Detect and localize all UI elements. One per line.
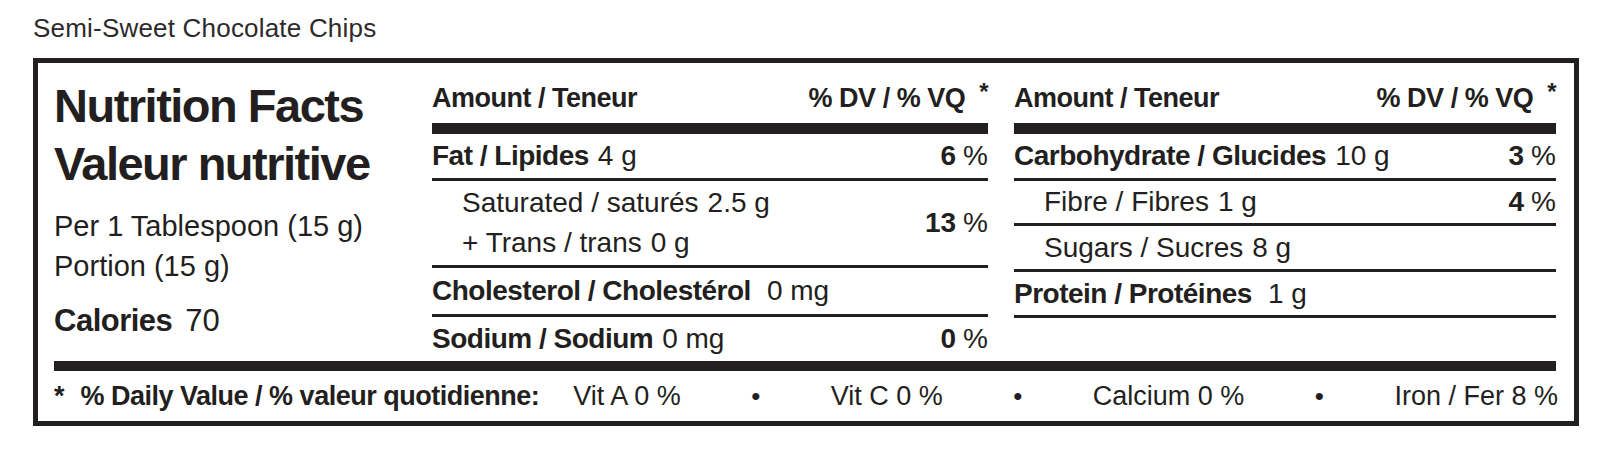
carbohydrate-amount: 10 g bbox=[1335, 140, 1390, 171]
nutrition-main-area: Nutrition Facts Valeur nutritive Per 1 T… bbox=[38, 63, 1574, 361]
nutrient-row-sugars: Sugars / Sucres 8 g bbox=[1014, 226, 1556, 272]
fat-dv: 6% bbox=[941, 140, 988, 172]
nutrient-row-sodium: Sodium / Sodium 0 mg 0% bbox=[432, 317, 988, 361]
sugars-label: Sugars / Sucres bbox=[1044, 232, 1243, 263]
column-header: Amount / Teneur % DV / % VQ* bbox=[1014, 63, 1556, 123]
cholesterol-label: Cholesterol / Cholestérol bbox=[432, 275, 751, 306]
protein-label: Protein / Protéines bbox=[1014, 278, 1252, 309]
fat-amount: 4 g bbox=[598, 140, 637, 171]
column-gap bbox=[988, 63, 1014, 361]
trans-amount: 0 g bbox=[651, 227, 690, 258]
nutrient-row-protein: Protein / Protéines 1 g bbox=[1014, 272, 1556, 318]
saturated-amount: 2.5 g bbox=[708, 187, 770, 218]
product-title: Semi-Sweet Chocolate Chips bbox=[33, 13, 376, 44]
footnote-row: * % Daily Value / % valeur quotidienne: … bbox=[38, 371, 1574, 421]
footnote-label: % Daily Value / % valeur quotidienne: bbox=[81, 381, 540, 412]
nutrient-row-fat: Fat / Lipides 4 g 6% bbox=[432, 134, 988, 181]
fibre-label: Fibre / Fibres bbox=[1044, 186, 1209, 217]
serving-size-fr: Portion (15 g) bbox=[54, 246, 432, 286]
calories-row: Calories 70 bbox=[54, 303, 432, 339]
panel-title: Nutrition Facts Valeur nutritive bbox=[54, 77, 432, 193]
sodium-label: Sodium / Sodium bbox=[432, 323, 653, 354]
footnote-item-vit-c: Vit C 0 % bbox=[831, 381, 943, 412]
nutrient-row-saturated-trans: Saturated / saturés2.5 g + Trans / trans… bbox=[432, 181, 988, 268]
separator-thick-bar bbox=[432, 123, 988, 134]
footnote-star: * bbox=[54, 381, 65, 412]
nutrient-row-carbohydrate: Carbohydrate / Glucides 10 g 3% bbox=[1014, 134, 1556, 181]
panel-intro-column: Nutrition Facts Valeur nutritive Per 1 T… bbox=[54, 63, 432, 361]
saturated-line: Saturated / saturés2.5 g bbox=[462, 183, 770, 223]
carbohydrate-label: Carbohydrate / Glucides bbox=[1014, 140, 1326, 171]
column-header: Amount / Teneur % DV / % VQ* bbox=[432, 63, 988, 123]
panel-title-en: Nutrition Facts bbox=[54, 77, 432, 135]
footnote-marker: * bbox=[979, 78, 988, 105]
footnote-marker: * bbox=[1547, 78, 1556, 105]
footnote-separator-bar bbox=[54, 361, 1556, 371]
sodium-dv: 0% bbox=[941, 323, 988, 355]
bullet-icon: • bbox=[1315, 381, 1324, 412]
fibre-amount: 1 g bbox=[1218, 186, 1257, 217]
serving-size: Per 1 Tablespoon (15 g) Portion (15 g) bbox=[54, 206, 432, 286]
serving-size-en: Per 1 Tablespoon (15 g) bbox=[54, 206, 432, 246]
column-header-dv: % DV / % VQ* bbox=[809, 78, 988, 114]
separator-thick-bar bbox=[1014, 123, 1556, 134]
protein-amount: 1 g bbox=[1268, 278, 1307, 309]
column-header-dv: % DV / % VQ* bbox=[1377, 78, 1556, 114]
panel-title-fr: Valeur nutritive bbox=[54, 135, 432, 193]
saturated-trans-dv: 13% bbox=[925, 207, 988, 239]
fat-label: Fat / Lipides bbox=[432, 140, 589, 171]
footnote-items: Vit A 0 % • Vit C 0 % • Calcium 0 % • Ir… bbox=[539, 381, 1558, 412]
nutrient-row-fibre: Fibre / Fibres 1 g 4% bbox=[1014, 181, 1556, 226]
carbohydrate-dv: 3% bbox=[1509, 140, 1556, 172]
nutrient-row-cholesterol: Cholesterol / Cholestérol 0 mg bbox=[432, 268, 988, 317]
calories-value: 70 bbox=[185, 303, 219, 338]
footnote-item-calcium: Calcium 0 % bbox=[1093, 381, 1245, 412]
trans-line: + Trans / trans0 g bbox=[462, 223, 770, 263]
nutrients-column-left: Amount / Teneur % DV / % VQ* Fat / Lipid… bbox=[432, 63, 988, 361]
calories-label: Calories bbox=[54, 303, 172, 338]
footnote-item-vit-a: Vit A 0 % bbox=[573, 381, 681, 412]
sodium-amount: 0 mg bbox=[662, 323, 724, 354]
nutrition-facts-panel: Nutrition Facts Valeur nutritive Per 1 T… bbox=[33, 58, 1579, 426]
footnote-item-iron: Iron / Fer 8 % bbox=[1394, 381, 1558, 412]
cholesterol-amount: 0 mg bbox=[767, 275, 829, 306]
column-header-amount: Amount / Teneur bbox=[1014, 83, 1219, 114]
fibre-dv: 4% bbox=[1509, 186, 1556, 218]
sugars-amount: 8 g bbox=[1252, 232, 1291, 263]
bullet-icon: • bbox=[1013, 381, 1022, 412]
nutrients-column-right: Amount / Teneur % DV / % VQ* Carbohydrat… bbox=[1014, 63, 1556, 361]
column-header-amount: Amount / Teneur bbox=[432, 83, 637, 114]
bullet-icon: • bbox=[751, 381, 760, 412]
